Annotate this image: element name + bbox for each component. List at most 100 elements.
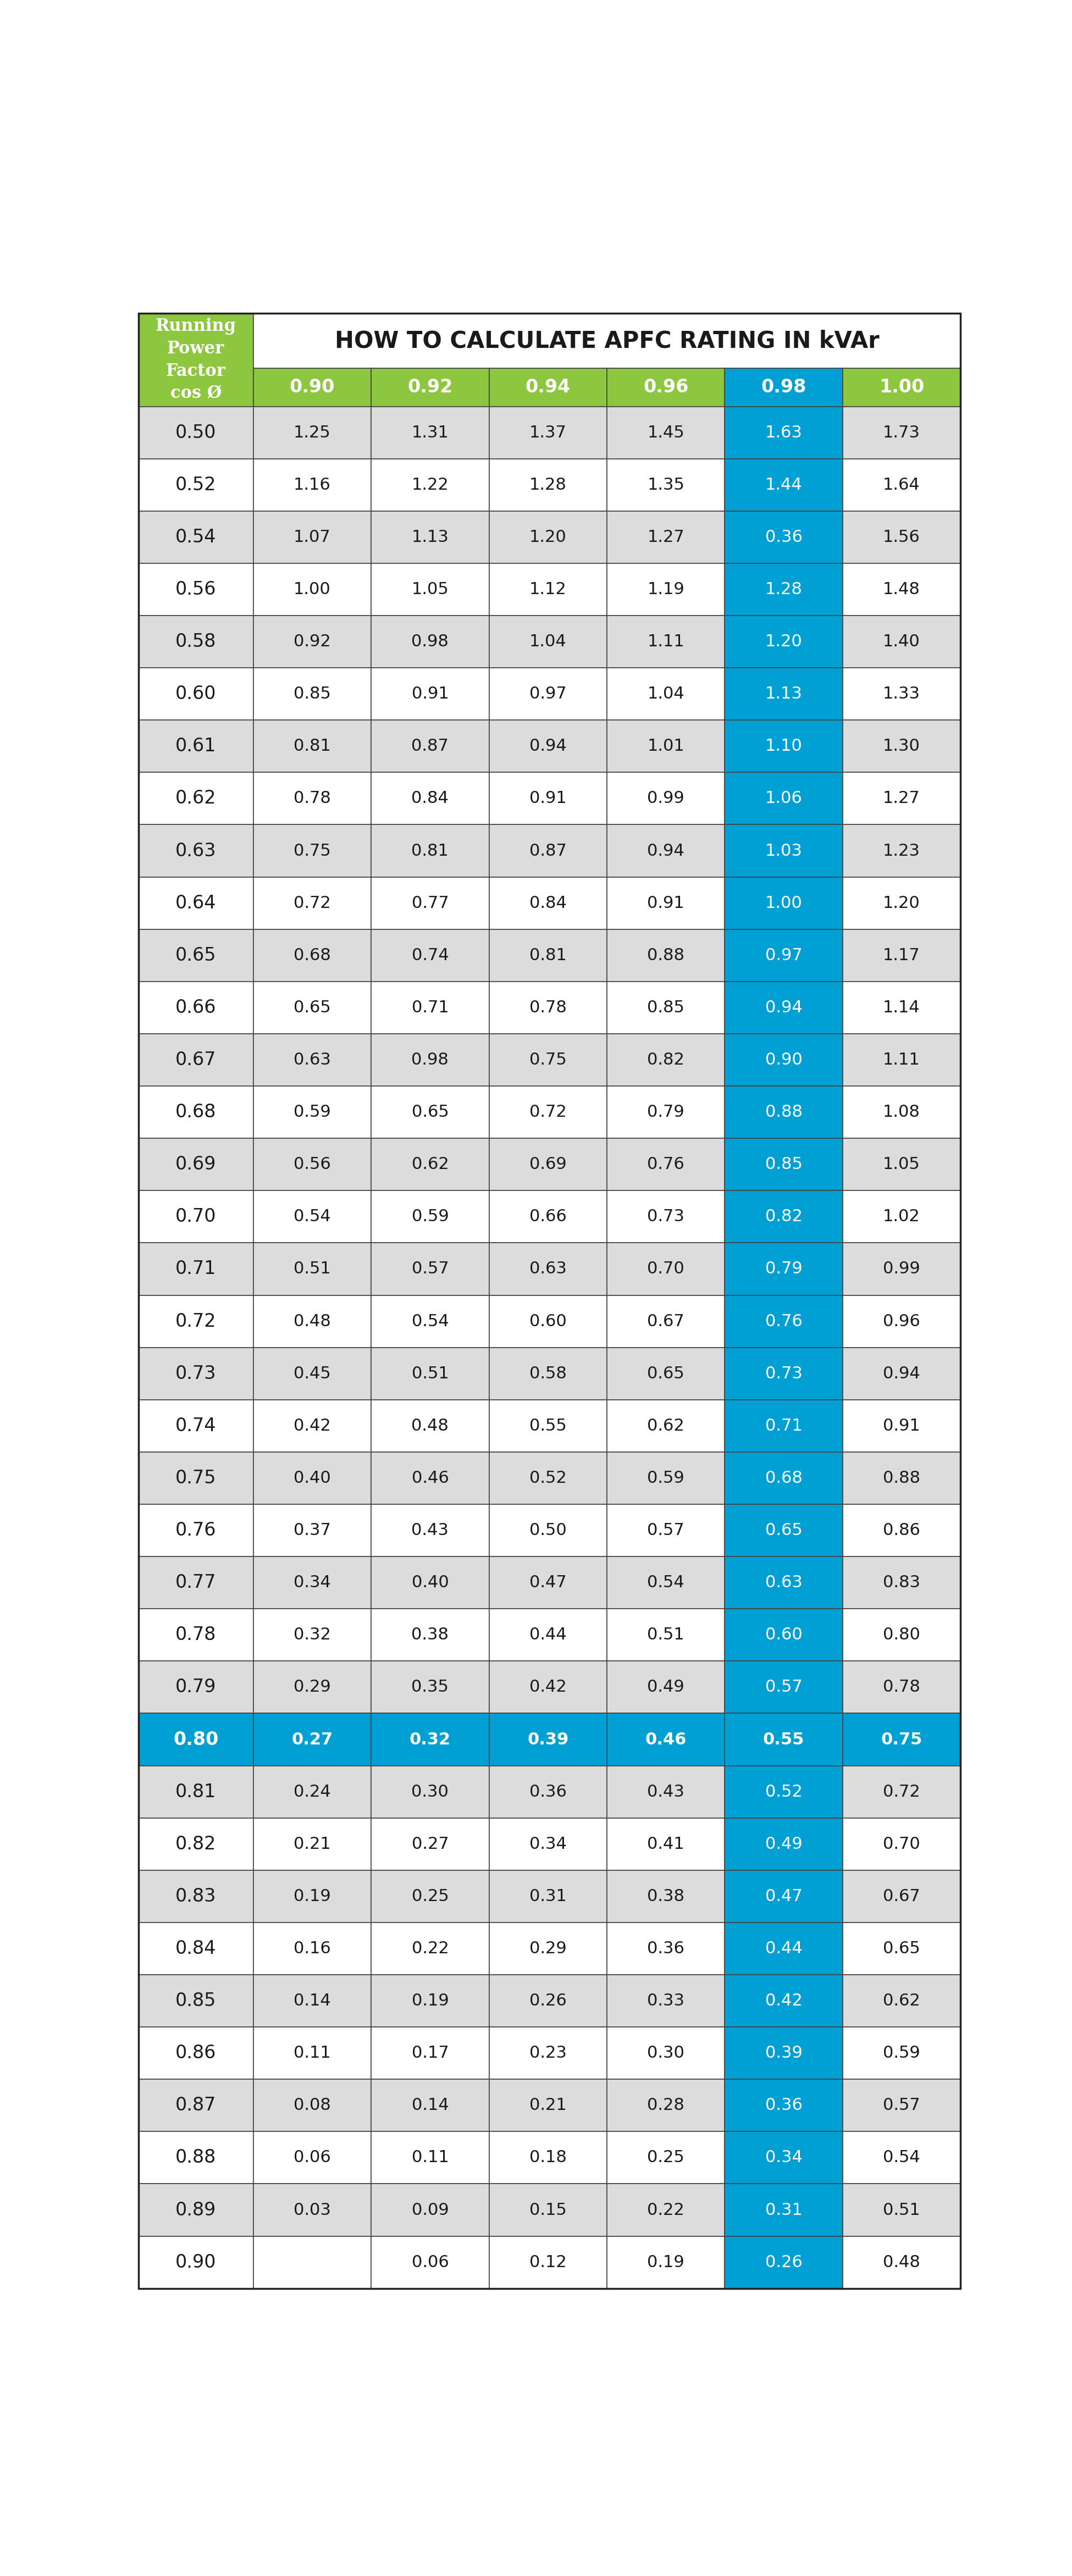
Bar (489, 368, 607, 407)
Bar (725, 1870, 843, 1922)
Text: 0.15: 0.15 (530, 2202, 567, 2218)
Text: 0.19: 0.19 (647, 2254, 685, 2269)
Bar (253, 1556, 371, 1610)
Text: 0.87: 0.87 (176, 2097, 217, 2115)
Bar (253, 1870, 371, 1922)
Bar (253, 1033, 371, 1087)
Bar (843, 1976, 961, 2027)
Bar (607, 876, 725, 930)
Bar (725, 510, 843, 564)
Bar (253, 773, 371, 824)
Text: 1.16: 1.16 (294, 477, 331, 492)
Bar (607, 930, 725, 981)
Bar (725, 1190, 843, 1242)
Bar (607, 368, 725, 407)
Bar (138, 721, 253, 773)
Bar (253, 1087, 371, 1139)
Text: 0.30: 0.30 (412, 1783, 449, 1801)
Text: 1.56: 1.56 (883, 528, 920, 546)
Bar (843, 564, 961, 616)
Bar (253, 2236, 371, 2287)
Text: 0.30: 0.30 (647, 2045, 685, 2061)
Text: 1.10: 1.10 (765, 739, 802, 755)
Text: 1.07: 1.07 (294, 528, 331, 546)
Text: 1.00: 1.00 (879, 379, 924, 397)
Text: 0.28: 0.28 (647, 2097, 685, 2112)
Bar (489, 2236, 607, 2287)
Text: 0.77: 0.77 (176, 1574, 217, 1592)
Bar (253, 1976, 371, 2027)
Text: 0.51: 0.51 (294, 1262, 331, 1278)
Bar (371, 876, 489, 930)
Text: 0.75: 0.75 (530, 1051, 567, 1069)
Text: 0.21: 0.21 (294, 1837, 331, 1852)
Text: 0.67: 0.67 (647, 1314, 685, 1329)
Bar (607, 981, 725, 1033)
Bar (371, 1399, 489, 1453)
Bar (607, 510, 725, 564)
Text: 0.59: 0.59 (647, 1471, 685, 1486)
Text: 0.51: 0.51 (647, 1628, 685, 1643)
Text: 0.90: 0.90 (765, 1051, 802, 1069)
Bar (843, 930, 961, 981)
Bar (138, 2130, 253, 2184)
Text: 0.56: 0.56 (294, 1157, 331, 1172)
Bar (138, 564, 253, 616)
Bar (253, 1610, 371, 1662)
Text: 0.78: 0.78 (294, 791, 331, 806)
Bar (138, 981, 253, 1033)
Bar (725, 1819, 843, 1870)
Bar (138, 1453, 253, 1504)
Bar (371, 368, 489, 407)
Bar (843, 1870, 961, 1922)
Bar (371, 2027, 489, 2079)
Text: 0.99: 0.99 (883, 1262, 920, 1278)
Text: 0.47: 0.47 (765, 1888, 802, 1904)
Bar (371, 2079, 489, 2130)
Text: 0.68: 0.68 (176, 1103, 217, 1121)
Text: 0.79: 0.79 (176, 1677, 217, 1698)
Text: 0.59: 0.59 (294, 1105, 331, 1121)
Bar (489, 981, 607, 1033)
Bar (138, 1870, 253, 1922)
Bar (253, 1190, 371, 1242)
Text: 0.11: 0.11 (294, 2045, 331, 2061)
Text: 1.27: 1.27 (883, 791, 920, 806)
Bar (607, 1610, 725, 1662)
Text: 0.62: 0.62 (412, 1157, 449, 1172)
Text: 0.65: 0.65 (294, 999, 331, 1015)
Text: 0.57: 0.57 (412, 1262, 449, 1278)
Bar (371, 2184, 489, 2236)
Bar (607, 2079, 725, 2130)
Text: 0.60: 0.60 (765, 1628, 802, 1643)
Bar (725, 1347, 843, 1399)
Bar (725, 1922, 843, 1976)
Text: 1.13: 1.13 (765, 685, 802, 701)
Text: 0.40: 0.40 (412, 1574, 449, 1589)
Bar (607, 1242, 725, 1296)
Bar (371, 1033, 489, 1087)
Text: 0.32: 0.32 (410, 1731, 450, 1747)
Bar (607, 1453, 725, 1504)
Bar (253, 667, 371, 721)
Text: 0.91: 0.91 (412, 685, 449, 701)
Bar (253, 2079, 371, 2130)
Text: 0.88: 0.88 (883, 1471, 920, 1486)
Text: 1.05: 1.05 (412, 582, 449, 598)
Bar (371, 930, 489, 981)
Text: 0.31: 0.31 (530, 1888, 567, 1904)
Bar (371, 1190, 489, 1242)
Bar (253, 510, 371, 564)
Bar (607, 1190, 725, 1242)
Bar (725, 564, 843, 616)
Text: 0.76: 0.76 (765, 1314, 802, 1329)
Text: 0.77: 0.77 (412, 894, 449, 912)
Text: 1.40: 1.40 (883, 634, 920, 649)
Bar (607, 1713, 725, 1765)
Text: 0.88: 0.88 (176, 2148, 217, 2166)
Bar (489, 1765, 607, 1819)
Bar (607, 407, 725, 459)
Text: 0.36: 0.36 (530, 1783, 567, 1801)
Bar (725, 1033, 843, 1087)
Text: 0.25: 0.25 (412, 1888, 449, 1904)
